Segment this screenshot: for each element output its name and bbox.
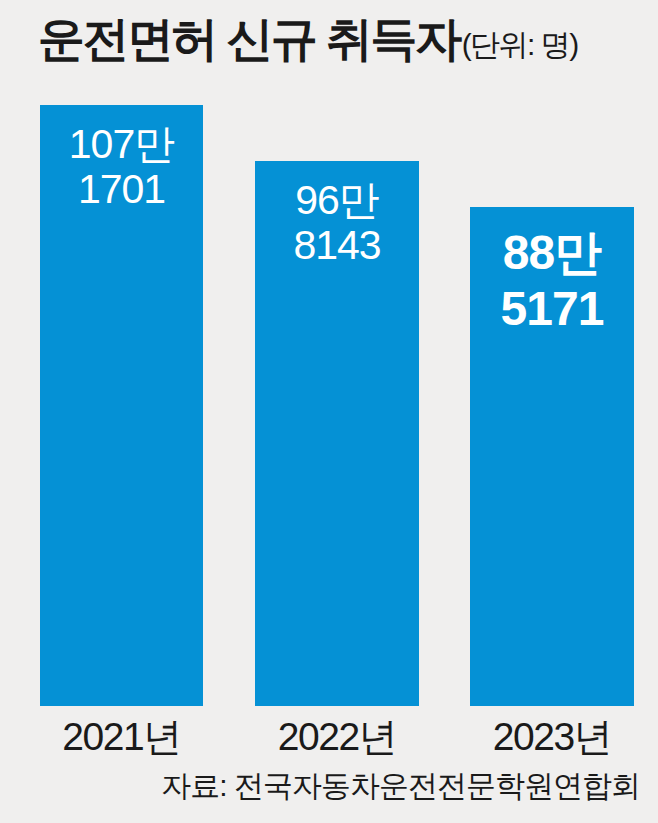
bar-2022: 96만 8143 bbox=[255, 161, 419, 706]
bar-2023-value-line1: 88만 bbox=[470, 225, 634, 281]
bar-2022-value-label: 96만 8143 bbox=[255, 161, 419, 268]
axis-label-2021: 2021년 bbox=[40, 710, 203, 764]
chart-title: 운전면허 신규 취득자 bbox=[38, 8, 460, 71]
infographic-canvas: 운전면허 신규 취득자 (단위: 명) 107만 1701 96만 8143 8… bbox=[0, 0, 658, 823]
axis-label-2022: 2022년 bbox=[255, 710, 419, 764]
bar-2021: 107만 1701 bbox=[40, 105, 203, 706]
bar-2022-value-line1: 96만 bbox=[255, 178, 419, 223]
bar-2021-value-line2: 1701 bbox=[40, 167, 203, 212]
bar-2023-value-line2: 5171 bbox=[470, 281, 634, 337]
chart-header: 운전면허 신규 취득자 (단위: 명) bbox=[38, 8, 578, 71]
bar-2021-value-line1: 107만 bbox=[40, 122, 203, 167]
bar-2022-value-line2: 8143 bbox=[255, 223, 419, 268]
source-caption: 자료: 전국자동차운전전문학원연합회 bbox=[161, 766, 640, 807]
bar-2023: 88만 5171 bbox=[470, 207, 634, 706]
unit-label: (단위: 명) bbox=[462, 25, 578, 66]
axis-label-2023: 2023년 bbox=[470, 710, 634, 764]
bar-2021-value-label: 107만 1701 bbox=[40, 105, 203, 212]
bar-2023-value-label: 88만 5171 bbox=[470, 207, 634, 337]
